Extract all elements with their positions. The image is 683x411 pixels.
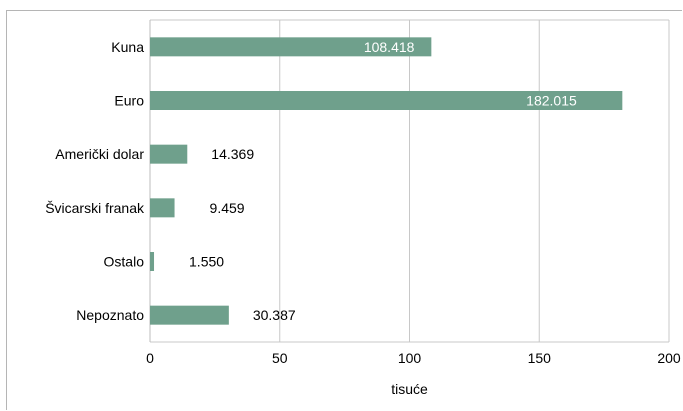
x-tick-labels: 0 50 100 150 200 [146,350,681,366]
bars [150,37,623,325]
category-label: Nepoznato [76,307,144,323]
value-label: 30.387 [253,307,296,323]
x-axis-title: tisuće [391,381,428,397]
category-label: Švicarski franak [45,200,145,216]
bar [150,198,175,218]
chart-frame [6,10,682,410]
bar [150,144,188,164]
category-label: Ostalo [104,254,145,270]
category-labels: Kuna Euro Američki dolar Švicarski franak Os… [45,39,145,323]
category-label: Kuna [111,39,144,55]
bar [150,91,623,110]
category-label: Euro [114,93,144,109]
bar [150,252,155,271]
x-tick-label: 150 [528,350,552,366]
value-label: 182.015 [526,93,577,109]
gridlines [149,19,670,343]
x-tick-label: 50 [272,350,288,366]
value-label: 108.418 [364,39,415,55]
value-label: 1.550 [189,254,224,270]
x-tick-label: 100 [398,350,422,366]
x-tick-label: 200 [657,350,681,366]
value-labels: 108.418 182.015 14.369 9.459 1.550 30.387 [189,39,577,323]
value-label: 14.369 [211,146,254,162]
bar [150,305,229,325]
value-label: 9.459 [210,200,245,216]
bar [150,37,432,57]
category-label: Američki dolar [55,146,144,162]
x-tick-label: 0 [146,350,154,366]
